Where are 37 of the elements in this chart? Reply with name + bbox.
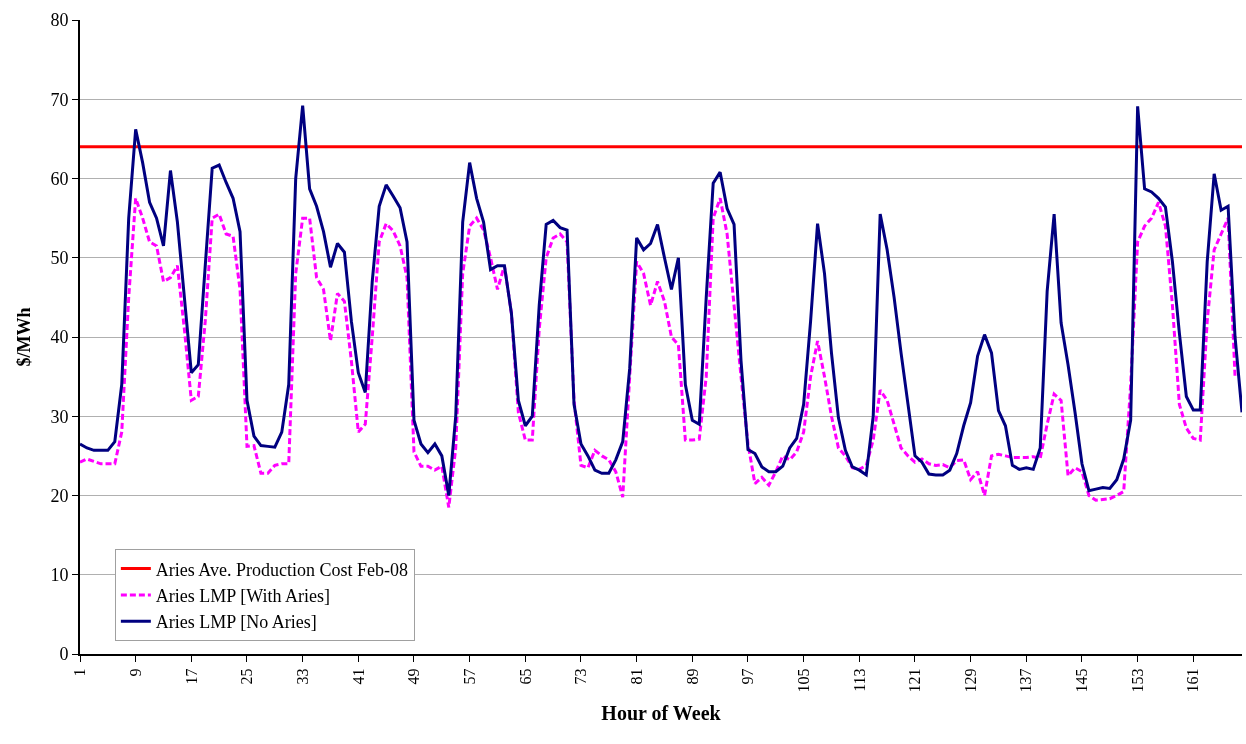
x-tick-label: 81 — [627, 668, 645, 685]
y-tick-label: 30 — [50, 406, 69, 427]
x-tick-label: 129 — [961, 668, 979, 693]
x-tick-label: 1 — [71, 668, 89, 677]
x-tick-label: 17 — [182, 668, 200, 685]
y-tick-label: 10 — [50, 565, 69, 586]
x-tick-label: 105 — [794, 668, 812, 693]
x-tick-label: 113 — [850, 668, 868, 692]
legend-label: Aries Ave. Production Cost Feb-08 — [155, 559, 409, 580]
line-series — [80, 196, 1237, 509]
legend-label: Aries LMP [With Aries] — [155, 585, 330, 606]
x-tick-label: 41 — [349, 668, 367, 685]
y-tick-label: 70 — [50, 89, 69, 110]
y-tick-label: 50 — [50, 248, 69, 269]
y-tick-label: 0 — [59, 644, 69, 665]
x-tick-label: 153 — [1128, 668, 1146, 693]
y-tick-label: 60 — [50, 168, 69, 189]
x-tick-label: 145 — [1073, 668, 1091, 693]
x-tick-label: 33 — [293, 668, 311, 685]
x-tick-label: 73 — [572, 668, 590, 685]
x-tick-label: 137 — [1017, 668, 1035, 693]
x-tick-label: 57 — [460, 668, 478, 685]
x-tick-label: 97 — [739, 668, 757, 685]
x-tick-label: 89 — [683, 668, 701, 685]
y-tick-label: 20 — [50, 485, 69, 506]
x-tick-label: 25 — [238, 668, 256, 685]
y-tick-label: 80 — [50, 10, 69, 31]
x-axis-title: Hour of Week — [601, 702, 722, 725]
y-tick-label: 40 — [50, 327, 69, 348]
x-tick-label: 9 — [126, 668, 144, 677]
x-tick-label: 49 — [405, 668, 423, 685]
legend-label: Aries LMP [No Aries] — [155, 612, 317, 633]
x-tick-label: 161 — [1184, 668, 1202, 693]
x-tick-label: 121 — [906, 668, 924, 693]
x-tick-label: 65 — [516, 668, 534, 685]
line-series — [80, 104, 1242, 497]
y-axis-title: $/MWh — [14, 307, 35, 367]
